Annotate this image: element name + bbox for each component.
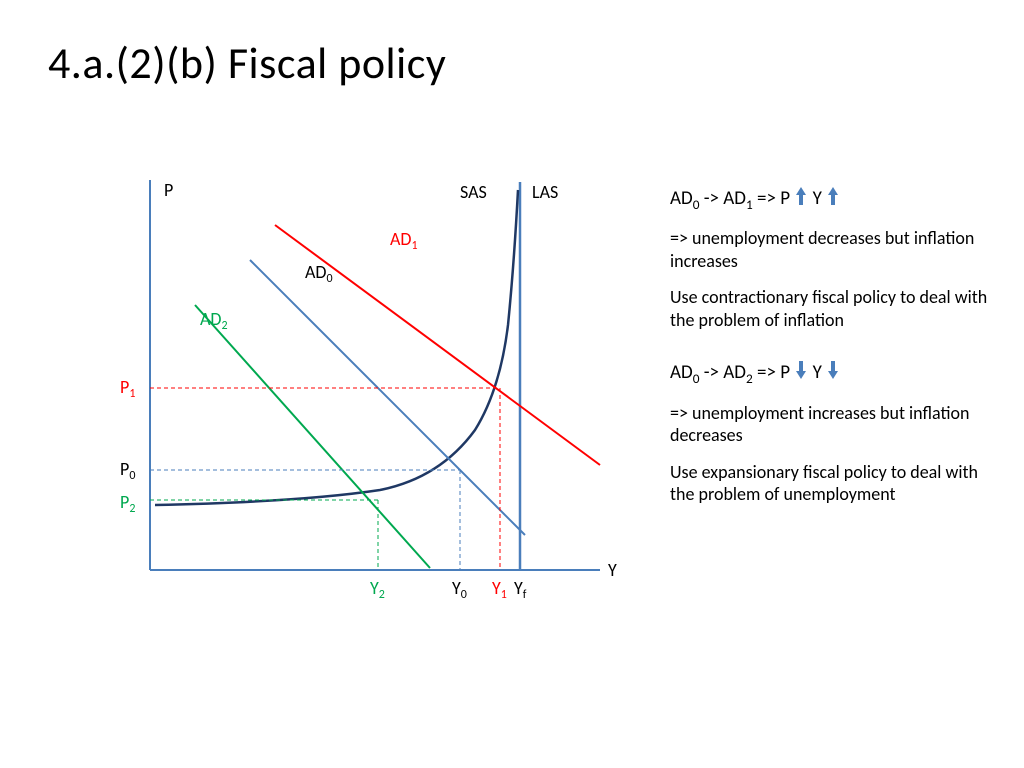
svg-text:LAS: LAS (532, 181, 558, 203)
as-ad-chart: PYLASSASAD0AD1AD2P1P0P2Y2Y0Y1Yf (80, 170, 640, 650)
svg-text:P1: P1 (120, 376, 135, 401)
svg-text:P2: P2 (120, 491, 135, 516)
up-arrow-icon (826, 185, 840, 207)
svg-text:Y2: Y2 (370, 577, 385, 602)
down-arrow-icon (826, 359, 840, 381)
svg-text:Yf: Yf (514, 577, 527, 602)
svg-text:AD1: AD1 (390, 228, 418, 253)
shift-ad0-ad1: AD0 -> AD1 => P Y (670, 185, 990, 213)
note-contractionary: Use contractionary fiscal policy to deal… (670, 286, 990, 331)
svg-text:SAS: SAS (460, 181, 487, 203)
svg-text:P0: P0 (120, 458, 135, 483)
svg-text:P: P (164, 179, 173, 201)
shift-ad0-ad2: AD0 -> AD2 => P Y (670, 359, 990, 387)
svg-text:Y0: Y0 (452, 577, 467, 602)
slide-title: 4.a.(2)(b) Fiscal policy (48, 36, 446, 90)
down-arrow-icon (794, 359, 808, 381)
note-unemp-down: => unemployment decreases but inflation … (670, 227, 990, 272)
note-expansionary: Use expansionary fiscal policy to deal w… (670, 461, 990, 506)
svg-text:Y: Y (608, 559, 617, 581)
note-unemp-up: => unemployment increases but inflation … (670, 402, 990, 447)
up-arrow-icon (794, 185, 808, 207)
explanation-panel: AD0 -> AD1 => P Y => unemployment decrea… (670, 185, 990, 520)
svg-text:Y1: Y1 (492, 577, 507, 602)
svg-text:AD2: AD2 (200, 308, 228, 333)
